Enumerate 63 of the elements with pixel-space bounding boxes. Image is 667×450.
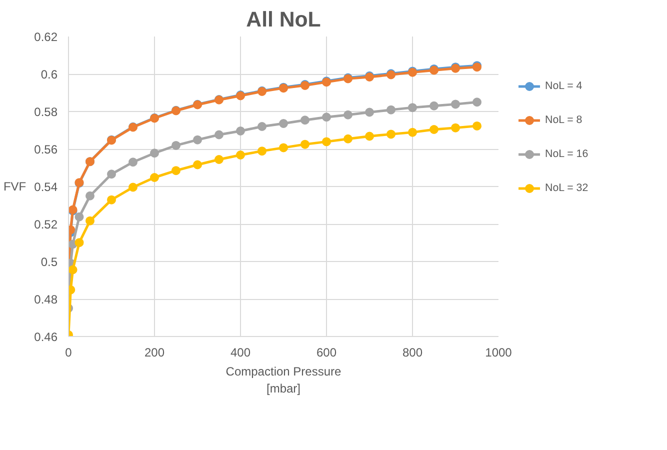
point bbox=[107, 170, 116, 179]
point bbox=[472, 98, 482, 107]
point bbox=[150, 173, 159, 182]
y-tick-label: 0.46 bbox=[34, 330, 58, 344]
point bbox=[258, 122, 266, 131]
point bbox=[74, 212, 84, 222]
point bbox=[279, 119, 288, 128]
x-tick-label: 600 bbox=[316, 346, 337, 360]
x-tick-label: 1000 bbox=[485, 346, 512, 360]
point bbox=[451, 123, 460, 132]
point bbox=[86, 191, 94, 200]
point bbox=[430, 125, 438, 134]
legend-label: NoL = 8 bbox=[545, 114, 582, 126]
x-axis-title: Compaction Pressure [mbar] bbox=[226, 364, 342, 396]
point bbox=[365, 132, 374, 141]
point bbox=[322, 137, 331, 146]
point bbox=[193, 135, 202, 144]
point bbox=[236, 150, 245, 160]
y-tick-label: 0.56 bbox=[34, 142, 58, 156]
point bbox=[172, 166, 180, 176]
point bbox=[279, 143, 288, 152]
x-tick-label: 200 bbox=[144, 346, 165, 360]
point bbox=[344, 134, 352, 144]
point bbox=[68, 265, 78, 274]
chart-title: All NoL bbox=[246, 8, 321, 32]
x-tick-label: 0 bbox=[65, 346, 72, 360]
y-axis-title: FVF bbox=[3, 180, 26, 194]
point bbox=[451, 100, 460, 109]
x-tick-label: 800 bbox=[402, 346, 423, 360]
y-tick-label: 0.54 bbox=[34, 180, 58, 194]
point bbox=[386, 105, 396, 114]
point bbox=[236, 126, 245, 136]
x-tick-label: 400 bbox=[230, 346, 251, 360]
point bbox=[107, 195, 116, 204]
y-tick-label: 0.52 bbox=[34, 218, 58, 232]
y-tick-label: 0.5 bbox=[40, 255, 58, 269]
point bbox=[344, 110, 352, 120]
y-tick-label: 0.62 bbox=[34, 30, 58, 44]
point bbox=[386, 130, 396, 139]
point bbox=[128, 182, 138, 192]
point bbox=[408, 128, 417, 137]
point bbox=[365, 108, 374, 117]
point bbox=[172, 140, 180, 150]
point bbox=[472, 121, 482, 130]
legend-label: NoL = 4 bbox=[545, 80, 582, 92]
point bbox=[258, 146, 266, 156]
point bbox=[214, 130, 224, 140]
y-tick-label: 0.58 bbox=[34, 105, 58, 119]
point bbox=[430, 101, 438, 110]
legend-label: NoL = 16 bbox=[545, 148, 588, 160]
y-tick-label: 0.48 bbox=[34, 292, 58, 306]
point bbox=[193, 160, 202, 170]
point bbox=[150, 148, 159, 158]
point bbox=[300, 140, 310, 149]
point bbox=[300, 116, 310, 125]
point bbox=[74, 238, 84, 248]
point bbox=[214, 155, 224, 164]
point bbox=[128, 158, 138, 167]
legend-label: NoL = 32 bbox=[545, 182, 588, 194]
point bbox=[322, 112, 331, 122]
point bbox=[408, 103, 417, 112]
y-tick-label: 0.6 bbox=[40, 68, 58, 82]
point bbox=[86, 216, 94, 226]
